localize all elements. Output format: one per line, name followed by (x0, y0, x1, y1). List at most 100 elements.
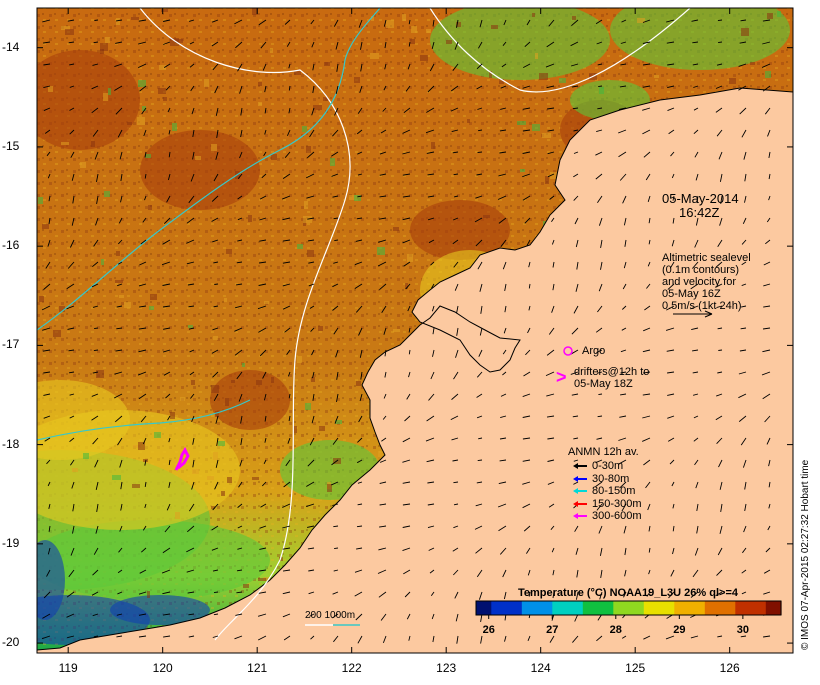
velocity-vector (405, 85, 411, 92)
sst-pixel (318, 326, 323, 331)
velocity-vector (332, 195, 339, 198)
velocity-vector (642, 85, 651, 88)
velocity-vector (624, 569, 627, 577)
velocity-vector (239, 151, 243, 159)
velocity-vector (425, 437, 435, 442)
velocity-vector (476, 569, 483, 578)
velocity-vector (212, 327, 219, 331)
velocity-vector (257, 305, 267, 310)
anmn-title: ANMN 12h av. (568, 446, 639, 458)
velocity-vector (404, 415, 411, 422)
velocity-vector (454, 41, 459, 50)
velocity-vector (575, 239, 579, 248)
velocity-vector (547, 129, 555, 132)
velocity-vector (46, 459, 51, 465)
velocity-vector (70, 459, 75, 466)
velocity-vector (237, 503, 243, 508)
velocity-vector (93, 349, 99, 352)
velocity-vector (670, 151, 675, 157)
velocity-vector (744, 503, 747, 511)
velocity-vector (595, 151, 603, 156)
velocity-vector (739, 349, 747, 352)
velocity-vector (596, 437, 603, 440)
velocity-vector (309, 437, 315, 446)
velocity-vector (690, 591, 699, 598)
velocity-vector (237, 239, 243, 242)
velocity-vector (384, 41, 387, 49)
velocity-vector (716, 63, 723, 66)
sst-patch (610, 8, 790, 70)
colorbar-swatch (521, 601, 528, 615)
velocity-vector (642, 371, 651, 374)
velocity-vector (359, 393, 363, 402)
velocity-vector (480, 635, 483, 644)
velocity-vector (715, 415, 723, 421)
sst-pixel (154, 432, 161, 438)
velocity-vector (308, 569, 315, 572)
velocity-vector (69, 415, 75, 419)
sst-pixel (225, 398, 229, 406)
velocity-vector (432, 349, 435, 357)
velocity-vector (308, 591, 315, 595)
velocity-vector (528, 591, 531, 597)
sst-pixel (405, 283, 408, 289)
velocity-vector (258, 327, 267, 333)
velocity-vector (741, 569, 747, 574)
sst-pixel (91, 141, 95, 147)
velocity-vector (572, 85, 579, 88)
sst-patch (430, 8, 610, 80)
velocity-vector (312, 393, 315, 401)
velocity-vector (93, 635, 99, 638)
velocity-vector (718, 41, 723, 44)
velocity-vector (161, 569, 171, 574)
velocity-vector (623, 261, 627, 269)
velocity-vector (334, 415, 339, 424)
velocity-vector (333, 569, 339, 572)
sst-pixel (532, 13, 535, 17)
velocity-vector (522, 173, 531, 178)
velocity-vector (646, 591, 651, 597)
velocity-vector (188, 195, 195, 204)
velocity-vector (642, 41, 651, 44)
velocity-vector (690, 283, 699, 290)
velocity-vector (43, 63, 51, 66)
velocity-vector (619, 415, 627, 418)
sst-pixel (354, 195, 361, 201)
velocity-vector (696, 195, 699, 204)
velocity-vector (741, 305, 747, 308)
velocity-vector (764, 415, 771, 423)
velocity-vector (692, 41, 699, 44)
velocity-vector (648, 217, 651, 224)
velocity-vector (379, 525, 387, 528)
latitude-tick-label: -19 (2, 535, 20, 550)
velocity-vector (667, 283, 675, 290)
velocity-vector (408, 349, 411, 355)
sst-pixel (138, 80, 146, 87)
velocity-vector (311, 415, 315, 424)
velocity-vector (402, 239, 411, 244)
velocity-vector (334, 239, 339, 242)
velocity-vector (380, 459, 387, 463)
colorbar-swatch (531, 601, 538, 615)
velocity-vector (498, 217, 507, 224)
sst-pixel (103, 93, 108, 101)
velocity-vector (450, 415, 459, 421)
velocity-vector (383, 393, 387, 399)
velocity-vector (763, 261, 771, 266)
velocity-vector (116, 305, 123, 308)
velocity-vector (501, 63, 507, 68)
velocity-vector (455, 349, 459, 358)
velocity-vector (739, 41, 747, 44)
velocity-vector (212, 63, 219, 71)
sst-pixel (161, 9, 168, 12)
velocity-vector (334, 547, 339, 550)
colorbar-title: Temperature (°C) NOAA19_L3U 26% ql>=4 (518, 587, 738, 599)
velocity-vector (526, 239, 531, 246)
velocity-vector (264, 107, 267, 114)
velocity-vector (545, 63, 555, 68)
colorbar-swatch (694, 601, 701, 615)
velocity-vector (357, 151, 363, 155)
drifters-label: drifters@12h to (574, 366, 650, 378)
